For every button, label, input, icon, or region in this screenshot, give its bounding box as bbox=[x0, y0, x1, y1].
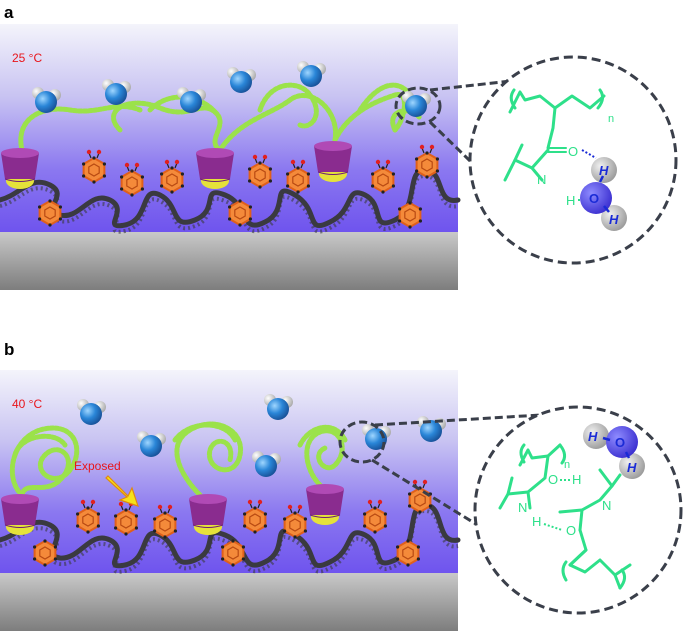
water-h2-a: H bbox=[609, 212, 619, 227]
exposed-arrow bbox=[105, 475, 139, 507]
water-h1-b: H bbox=[588, 429, 598, 444]
cyclodextrin-3b bbox=[305, 483, 345, 526]
repeat-unit-n-a: n bbox=[608, 113, 614, 125]
repeat-unit-n-b: n bbox=[564, 459, 570, 471]
water-h1-a: H bbox=[599, 163, 609, 178]
atom-h-a: H bbox=[566, 193, 575, 208]
bound-water-a: H O H bbox=[580, 157, 627, 231]
zoom-inset-b: n O H N N H O H O H bbox=[473, 405, 683, 615]
atom-n2-b: N bbox=[518, 500, 527, 515]
atom-o1-b: O bbox=[548, 472, 558, 487]
free-water-b: H O H bbox=[583, 423, 645, 479]
exposed-label: Exposed bbox=[74, 459, 121, 473]
pnipam-globules-b bbox=[9, 421, 348, 498]
cyclodextrin-1b bbox=[0, 493, 40, 536]
panel-a: a 25 °C bbox=[0, 3, 678, 290]
panel-b: b 40 °C Exposed bbox=[0, 340, 683, 631]
zoom-inset-a: n O N H H O H bbox=[468, 55, 678, 265]
zoom-marker-a bbox=[394, 86, 442, 126]
panel-letter-a: a bbox=[4, 3, 14, 22]
atom-n-a: N bbox=[537, 172, 546, 187]
polymer-formula-a bbox=[503, 88, 606, 182]
cyclodextrin-1a bbox=[0, 147, 40, 190]
water-o-a: O bbox=[589, 191, 599, 206]
polymer-backbone-b bbox=[0, 502, 461, 569]
atom-h1-b: H bbox=[572, 472, 581, 487]
substrate-a bbox=[0, 232, 458, 290]
temperature-label-a: 25 °C bbox=[12, 51, 42, 65]
panel-letter-b: b bbox=[4, 340, 14, 359]
atom-h2-b: H bbox=[532, 514, 541, 529]
polymer-backbone-a bbox=[0, 167, 461, 229]
temperature-label-b: 40 °C bbox=[12, 397, 42, 411]
water-h2-b: H bbox=[627, 460, 637, 475]
cyclodextrin-3a bbox=[313, 140, 353, 183]
zoom-marker-b bbox=[338, 420, 386, 464]
substrate-b bbox=[0, 573, 458, 631]
polymer-formula-b bbox=[498, 443, 632, 590]
atom-o-a: O bbox=[568, 144, 578, 159]
atom-n1-b: N bbox=[602, 498, 611, 513]
cyclodextrin-2b bbox=[188, 493, 228, 536]
water-o-b: O bbox=[615, 435, 625, 450]
atom-o2-b: O bbox=[566, 523, 576, 538]
cyclodextrin-2a bbox=[195, 147, 235, 190]
